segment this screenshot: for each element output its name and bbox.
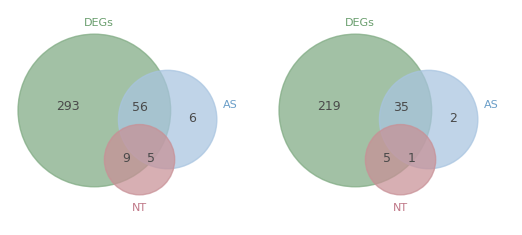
Text: DEGs: DEGs	[345, 18, 374, 28]
Text: DEGs: DEGs	[84, 18, 113, 28]
Text: 9: 9	[123, 152, 130, 165]
Text: 219: 219	[317, 100, 341, 113]
Text: 293: 293	[56, 100, 80, 113]
Circle shape	[118, 70, 217, 169]
Text: AS: AS	[484, 100, 499, 110]
Text: 6: 6	[188, 112, 196, 125]
Circle shape	[104, 125, 175, 195]
Text: 56: 56	[132, 101, 148, 114]
Circle shape	[379, 70, 478, 169]
Circle shape	[279, 34, 432, 187]
Text: 1: 1	[408, 152, 416, 165]
Text: NT: NT	[132, 203, 147, 213]
Text: 5: 5	[384, 152, 392, 165]
Text: AS: AS	[223, 100, 238, 110]
Text: 2: 2	[449, 112, 457, 125]
Circle shape	[18, 34, 171, 187]
Text: NT: NT	[393, 203, 408, 213]
Circle shape	[365, 125, 436, 195]
Text: 35: 35	[393, 101, 409, 114]
Text: 5: 5	[147, 152, 155, 165]
